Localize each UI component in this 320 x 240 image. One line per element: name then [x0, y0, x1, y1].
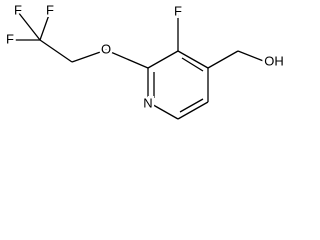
bond: [39, 11, 51, 41]
atom-label: F: [46, 2, 54, 17]
bond: [177, 50, 209, 69]
bond: [17, 11, 41, 41]
bond: [147, 101, 179, 120]
atom-label: N: [143, 95, 152, 110]
bond: [177, 101, 209, 120]
bonds: [10, 11, 267, 120]
atom-labels: F F F O F N OH: [4, 0, 287, 113]
atom-label: F: [6, 31, 14, 46]
bond: [179, 98, 204, 113]
bond: [181, 57, 204, 72]
bond: [71, 49, 107, 63]
atom-label: O: [101, 41, 111, 56]
bond: [39, 39, 73, 63]
page: F F F O F N OH (() => { const data = JSO…: [4, 0, 287, 120]
bond: [105, 49, 149, 69]
atom-label: OH: [264, 53, 284, 68]
atom-label: F: [174, 3, 182, 18]
bond: [237, 50, 267, 63]
bond: [207, 50, 239, 69]
atom-label: F: [14, 2, 22, 17]
structure: F F F O F N OH: [4, 0, 287, 120]
bond: [147, 50, 179, 69]
